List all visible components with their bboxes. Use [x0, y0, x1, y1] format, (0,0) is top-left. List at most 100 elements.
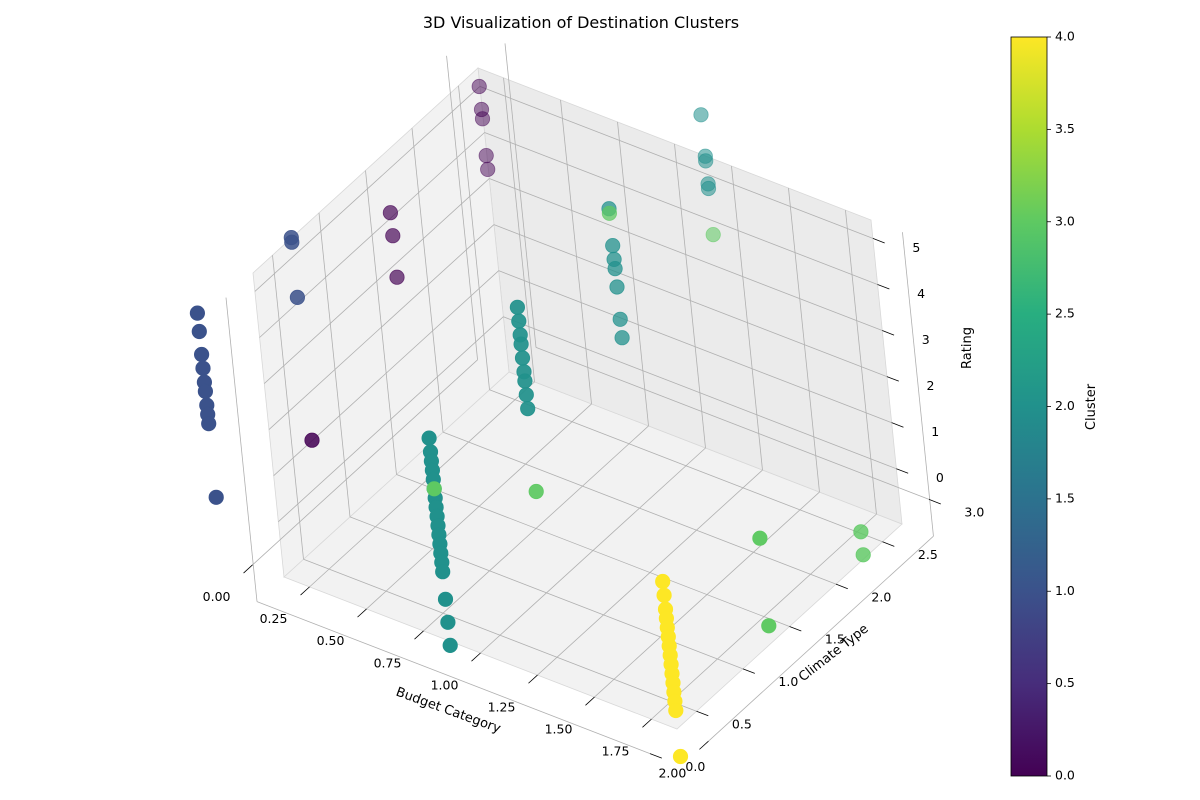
colorbar-tick-label: 2.5 [1055, 306, 1075, 321]
y-gridline [318, 212, 351, 517]
x-tick-mark [243, 564, 253, 574]
data-point [698, 153, 714, 169]
data-point [284, 234, 300, 250]
tick-labels: 0.000.250.500.751.001.251.501.752.00 0.00… [203, 240, 985, 781]
y-tick-mark [928, 499, 941, 505]
data-point [607, 260, 623, 277]
data-point [656, 587, 672, 603]
data-point [853, 524, 869, 540]
x-tick-mark [471, 652, 481, 662]
z-gridline [254, 86, 481, 292]
data-point [480, 161, 496, 177]
y-gridline [225, 297, 258, 602]
data-point [514, 350, 531, 366]
data-point [421, 430, 437, 446]
y-gridline [349, 516, 744, 670]
z-gridline [484, 132, 878, 285]
colorbar-tick-label: 1.5 [1055, 490, 1075, 505]
data-point [520, 400, 536, 417]
x-gridline [503, 77, 535, 382]
colorbar-label: Cluster [1084, 383, 1099, 430]
x-gridline [674, 143, 706, 449]
data-point [518, 387, 534, 403]
data-point [605, 238, 621, 254]
x-gridline [617, 121, 649, 427]
x-tick-label: 0.50 [317, 633, 345, 648]
x-tick-mark [585, 696, 595, 706]
data-point [471, 78, 487, 95]
axis-panes [252, 67, 903, 730]
data-point [197, 383, 213, 399]
data-point [513, 336, 529, 352]
x-tick-mark [357, 608, 367, 618]
y-tick-label: 0.5 [732, 716, 752, 731]
x-tick-mark [414, 630, 424, 640]
data-points [189, 78, 871, 765]
y-gridline [535, 347, 930, 500]
x-tick-label: 1.00 [431, 677, 459, 692]
z-gridline [503, 316, 897, 470]
z-tick-mark [882, 330, 895, 336]
x-tick-mark [699, 740, 709, 750]
x-tick-label: 0.00 [203, 589, 231, 604]
colorbar-tick-label: 3.0 [1055, 213, 1075, 228]
data-point [194, 346, 210, 363]
colorbar-tick-label: 2.0 [1055, 398, 1075, 413]
y-gridline [272, 255, 304, 560]
colorbar-ticks: 0.0 0.5 1.0 1.5 2.0 2.5 3.0 3.5 4.0 [1047, 29, 1075, 783]
data-point [474, 111, 491, 127]
data-point [442, 637, 458, 654]
y-gridline [504, 43, 537, 348]
y-gridline [365, 170, 397, 475]
y-gridline [256, 601, 651, 754]
data-point [655, 573, 671, 590]
data-point [289, 289, 305, 305]
data-point [672, 748, 689, 765]
z-axis-label: Rating [960, 327, 975, 369]
y-gridline [442, 431, 837, 585]
x-tick-label: 1.75 [602, 743, 630, 758]
colorbar-gradient [1010, 36, 1048, 777]
y-tick-mark [835, 583, 848, 590]
data-point [612, 311, 628, 327]
data-point [189, 305, 205, 321]
y-tick-label: 1.5 [825, 632, 845, 647]
x-gridline [845, 210, 877, 515]
colorbar-tick-label: 1.0 [1055, 583, 1075, 598]
data-point [705, 227, 721, 243]
data-point [668, 702, 684, 719]
z-tick-mark [891, 422, 904, 428]
y-tick-label: 3.0 [964, 505, 984, 520]
colorbar-tick-label: 0.0 [1055, 768, 1075, 783]
x-tick-label: 1.25 [488, 699, 516, 714]
data-point [700, 180, 717, 197]
y-gridline [411, 128, 444, 433]
x-tick-label: 1.50 [545, 721, 573, 736]
x-gridline [446, 55, 478, 360]
z-gridline [268, 224, 495, 430]
x-tick-label: 0.75 [374, 655, 402, 670]
z-tick-label: 0 [936, 470, 944, 485]
z-gridline [264, 178, 490, 384]
y-tick-label: 0.0 [685, 759, 705, 774]
z-tick-label: 4 [917, 286, 925, 301]
y-tick-mark [742, 668, 755, 674]
x-tick-label: 2.00 [658, 766, 686, 781]
data-point [304, 432, 320, 448]
tick-marks [243, 238, 941, 759]
data-point [614, 330, 630, 346]
z-gridline [498, 270, 892, 424]
z-tick-label: 1 [931, 424, 939, 439]
z-gridline [278, 316, 504, 523]
x-gridline [708, 535, 934, 742]
data-point [437, 591, 454, 607]
x-gridline [560, 99, 592, 404]
colorbar-tick-label: 4.0 [1055, 29, 1075, 44]
data-point [601, 205, 618, 221]
chart-title: 3D Visualization of Destination Clusters [423, 13, 739, 32]
data-point [208, 489, 224, 505]
data-point [528, 483, 544, 500]
y-gridline [303, 558, 697, 712]
